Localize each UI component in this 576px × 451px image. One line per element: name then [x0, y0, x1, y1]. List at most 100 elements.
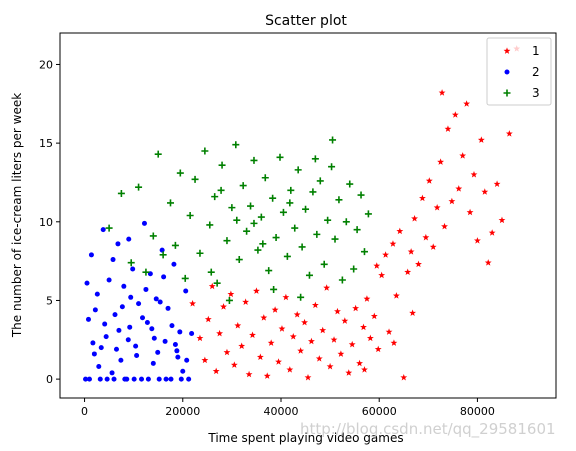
data-point-series-2 — [163, 376, 169, 382]
data-point-series-1 — [208, 282, 216, 290]
data-point-series-3 — [105, 224, 113, 232]
data-point-series-3 — [298, 243, 306, 251]
data-point-series-1 — [297, 347, 305, 354]
data-point-series-1 — [196, 334, 204, 342]
data-point-series-3 — [276, 153, 284, 161]
data-point-series-1 — [463, 100, 471, 107]
data-point-series-3 — [213, 279, 221, 287]
data-point-series-2 — [189, 330, 195, 336]
data-point-series-2 — [98, 345, 104, 351]
data-point-series-1 — [477, 136, 485, 143]
data-point-series-3 — [320, 260, 328, 268]
data-point-series-1 — [289, 333, 297, 340]
data-point-series-1 — [361, 366, 368, 373]
data-point-series-1 — [341, 317, 349, 324]
data-point-series-1 — [366, 334, 374, 342]
data-point-series-3 — [302, 205, 310, 213]
data-point-series-1 — [433, 204, 441, 211]
data-point-series-1 — [498, 216, 506, 224]
data-point-series-2 — [168, 376, 174, 382]
data-point-series-1 — [455, 185, 463, 192]
data-point-series-1 — [404, 268, 412, 276]
data-point-series-3 — [196, 249, 204, 257]
x-tick-label: 0 — [81, 405, 88, 418]
data-point-series-2 — [140, 315, 146, 321]
legend: 1 2 3 — [486, 37, 552, 106]
data-point-series-3 — [232, 141, 240, 149]
data-point-series-1 — [304, 373, 312, 381]
data-point-series-3 — [171, 241, 179, 249]
data-point-series-1 — [505, 130, 513, 137]
legend-marker-1 — [503, 47, 511, 54]
data-point-series-3 — [279, 208, 287, 216]
x-tick-label: 60000 — [362, 405, 397, 418]
data-point-series-2 — [153, 296, 159, 302]
data-point-series-3 — [159, 251, 167, 259]
data-point-series-2 — [131, 376, 137, 382]
data-point-series-2 — [162, 338, 168, 344]
y-axis-label: The number of ice-cream liters per week — [10, 93, 24, 338]
data-point-series-3 — [286, 199, 294, 207]
data-point-series-1 — [448, 197, 456, 205]
data-point-series-3 — [338, 276, 346, 284]
data-point-series-1 — [267, 339, 275, 346]
data-point-series-2 — [96, 364, 102, 370]
data-point-series-3 — [353, 226, 361, 234]
data-point-series-3 — [243, 227, 251, 235]
data-point-series-3 — [223, 237, 231, 245]
data-point-series-3 — [350, 265, 358, 273]
data-point-series-2 — [113, 346, 119, 352]
data-point-series-1 — [201, 356, 209, 364]
data-point-series-1 — [360, 323, 367, 331]
data-point-series-1 — [481, 188, 489, 195]
data-point-series-1 — [409, 309, 417, 316]
data-point-series-2 — [175, 354, 181, 360]
data-point-series-1 — [370, 312, 378, 320]
data-point-series-1 — [378, 271, 386, 279]
data-point-series-1 — [293, 311, 301, 318]
data-point-series-1 — [474, 237, 481, 244]
data-point-series-1 — [330, 336, 338, 343]
data-point-series-3 — [297, 293, 305, 301]
data-point-series-1 — [363, 295, 371, 302]
data-point-series-1 — [238, 342, 246, 349]
data-point-series-3 — [250, 219, 258, 227]
data-point-series-3 — [294, 166, 302, 174]
data-point-series-2 — [171, 261, 177, 267]
data-point-series-1 — [263, 372, 271, 379]
data-point-series-2 — [104, 376, 110, 382]
data-point-series-2 — [100, 227, 106, 233]
data-point-series-2 — [92, 307, 98, 313]
data-point-series-3 — [329, 136, 337, 144]
data-point-series-1 — [189, 300, 197, 307]
data-point-series-1 — [212, 367, 220, 375]
data-point-series-1 — [425, 177, 433, 184]
data-point-series-3 — [117, 189, 125, 197]
data-point-series-3 — [346, 180, 354, 188]
data-point-series-3 — [287, 186, 295, 194]
plot-area-frame — [59, 32, 557, 399]
data-point-series-2 — [165, 305, 171, 311]
data-point-series-3 — [364, 210, 372, 218]
data-point-series-2 — [102, 321, 108, 327]
data-point-series-1 — [204, 315, 212, 323]
data-point-series-1 — [326, 362, 334, 370]
data-point-series-3 — [328, 163, 336, 171]
x-tick-label: 20000 — [165, 405, 200, 418]
data-point-series-1 — [407, 248, 415, 255]
data-point-series-2 — [130, 266, 136, 272]
data-point-series-2 — [112, 312, 118, 318]
data-point-series-2 — [178, 376, 184, 382]
data-point-series-1 — [334, 307, 341, 315]
data-point-series-1 — [352, 304, 360, 312]
data-point-series-3 — [206, 221, 214, 229]
data-point-series-1 — [345, 369, 353, 376]
data-point-series-1 — [282, 293, 290, 301]
legend-marker-3 — [503, 89, 511, 97]
y-axis-ticks: 0 5 10 15 20 — [39, 58, 60, 386]
data-point-series-3 — [335, 196, 343, 204]
data-point-series-3 — [270, 285, 278, 293]
data-point-series-3 — [154, 150, 162, 158]
data-point-series-3 — [247, 202, 255, 210]
data-point-series-1 — [422, 233, 430, 241]
